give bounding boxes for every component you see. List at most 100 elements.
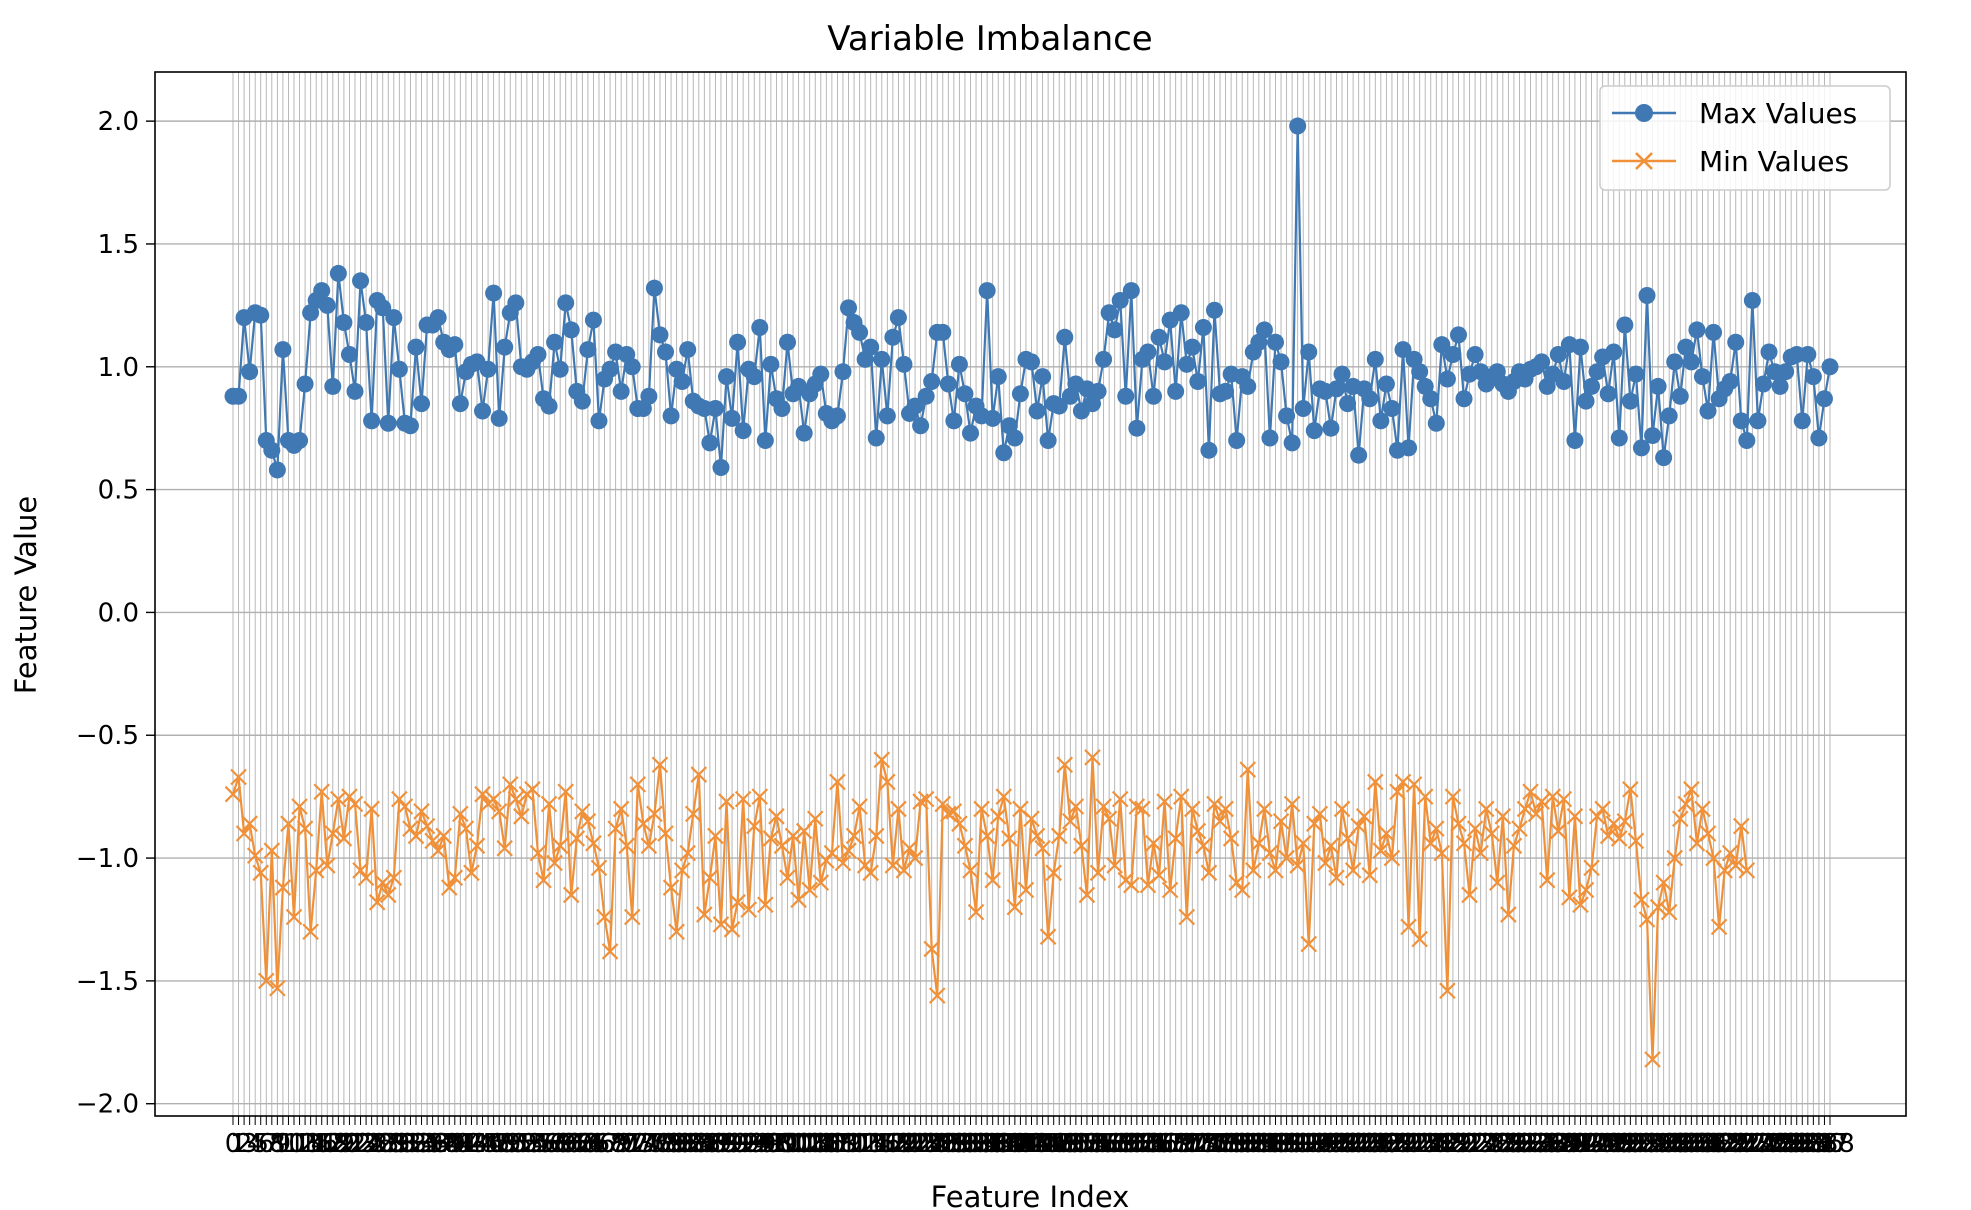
data-point	[363, 800, 380, 818]
data-point	[1145, 835, 1162, 852]
x-tick-label: 64	[571, 1129, 604, 1159]
data-point	[1494, 808, 1512, 825]
data-point	[862, 338, 880, 356]
data-point	[235, 825, 253, 842]
data-point	[1117, 387, 1135, 405]
x-tick-label: 161	[1101, 1129, 1151, 1159]
data-point	[1172, 304, 1190, 322]
x-tick-label: 133	[946, 1129, 996, 1159]
data-point	[1538, 871, 1556, 889]
data-point	[1550, 822, 1567, 840]
data-point	[1339, 395, 1357, 413]
x-tick-label: 75	[632, 1129, 665, 1159]
data-point	[435, 827, 452, 845]
data-point	[1350, 817, 1367, 835]
x-tick-label: 227	[1467, 1129, 1517, 1159]
x-tick-label: 144	[1007, 1129, 1057, 1159]
legend: Max Values Min Values	[1599, 85, 1891, 191]
data-point	[1161, 881, 1179, 899]
data-point	[906, 397, 924, 415]
x-tick-label: 283	[1777, 1129, 1827, 1159]
y-axis-ticks: −2.0 −1.5 −1.0 −0.5 0.0 0.5 1.0 1.5 2.0	[76, 107, 155, 1120]
data-point	[313, 783, 330, 801]
x-tick-label: 49	[488, 1129, 521, 1159]
data-point	[1777, 363, 1795, 381]
data-point	[1283, 434, 1301, 452]
data-point	[296, 375, 314, 393]
x-tick-label: 59	[544, 1129, 577, 1159]
data-point	[1771, 377, 1789, 395]
x-tick-label: 226	[1461, 1129, 1511, 1159]
data-point	[263, 842, 281, 859]
x-tick-label: 84	[682, 1129, 715, 1159]
data-point	[1693, 368, 1711, 386]
data-point	[1322, 837, 1340, 855]
x-tick-label: 221	[1434, 1129, 1484, 1159]
data-point	[1655, 874, 1672, 891]
data-point	[779, 333, 797, 351]
data-point	[1449, 326, 1467, 344]
x-tick-label: 163	[1112, 1129, 1162, 1159]
x-tick-label: 101	[768, 1129, 818, 1159]
x-tick-label: 232	[1495, 1129, 1545, 1159]
x-tick-label: 279	[1755, 1129, 1805, 1159]
x-tick-label: 29	[377, 1129, 410, 1159]
x-tick-label: 164	[1118, 1129, 1168, 1159]
data-point	[956, 837, 974, 855]
data-point	[1328, 869, 1345, 886]
data-point	[1793, 412, 1811, 430]
data-point	[645, 279, 663, 297]
data-point	[574, 803, 591, 820]
x-tick-label: 50	[494, 1129, 527, 1159]
x-tick-label: 134	[951, 1129, 1001, 1159]
data-point	[291, 431, 309, 449]
data-point	[585, 835, 602, 852]
x-tick-label: 270	[1705, 1129, 1755, 1159]
x-tick-label: 250	[1594, 1129, 1644, 1159]
data-point	[967, 903, 985, 921]
data-point	[1089, 864, 1107, 882]
data-point	[1727, 857, 1745, 874]
x-tick-label: 89	[710, 1129, 743, 1159]
data-point	[1616, 812, 1634, 830]
data-point	[1533, 353, 1551, 371]
data-point	[296, 820, 314, 837]
data-point	[429, 842, 447, 859]
data-point	[762, 830, 780, 847]
x-tick-label: 222	[1439, 1129, 1489, 1159]
data-point	[1255, 321, 1273, 339]
data-point	[1272, 812, 1290, 830]
data-point	[1672, 810, 1689, 828]
data-point	[640, 837, 658, 855]
data-point	[1156, 793, 1173, 810]
data-point	[546, 333, 564, 351]
x-tick-label: 184	[1228, 1129, 1278, 1159]
data-point	[1050, 827, 1068, 845]
data-point	[867, 429, 885, 447]
x-tick-label: 62	[560, 1129, 593, 1159]
data-point	[513, 808, 530, 825]
data-point	[1011, 385, 1029, 403]
data-point	[1327, 380, 1345, 398]
x-tick-label: 118	[863, 1129, 913, 1159]
x-tick-label: 42	[449, 1129, 482, 1159]
data-point	[673, 862, 691, 879]
x-tick-label: 31	[388, 1129, 421, 1159]
x-tick-label: 177	[1190, 1129, 1240, 1159]
data-point	[1455, 835, 1473, 852]
data-point	[1394, 341, 1412, 359]
data-point	[651, 756, 669, 774]
data-point	[1261, 844, 1279, 862]
data-point	[1211, 812, 1229, 830]
x-tick-label: 262	[1661, 1129, 1711, 1159]
data-point	[1272, 353, 1290, 371]
x-tick-label: 86	[693, 1129, 726, 1159]
x-tick-label: 278	[1750, 1129, 1800, 1159]
data-point	[463, 864, 480, 882]
data-point	[657, 825, 674, 842]
y-tick-label: 0.0	[98, 598, 139, 628]
x-tick-label: 70	[605, 1129, 638, 1159]
data-point	[629, 776, 647, 793]
data-point	[307, 862, 325, 879]
y-tick-label: 2.0	[98, 107, 139, 137]
